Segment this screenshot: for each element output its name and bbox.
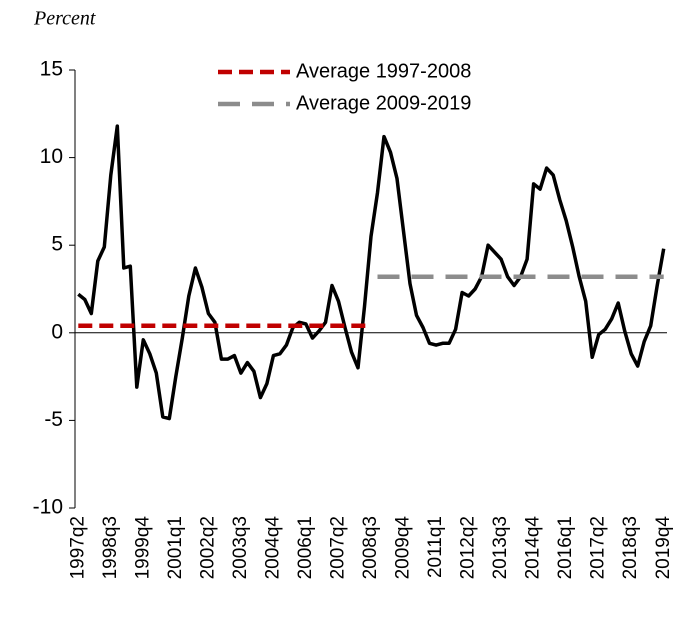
- y-tick-label: 15: [40, 58, 63, 81]
- x-tick-label: 2016q1: [555, 516, 576, 579]
- x-tick-label: 2019q4: [653, 516, 674, 580]
- y-tick-label: 10: [40, 145, 63, 168]
- x-tick-label: 2018q3: [620, 516, 641, 579]
- x-tick-label: 2013q3: [490, 516, 511, 579]
- data-line: [77, 124, 666, 421]
- legend-label: Average 1997-2008: [296, 60, 471, 82]
- x-tick-label: 1997q2: [67, 516, 88, 579]
- y-tick-label: -10: [33, 496, 63, 519]
- x-tick-label: 1998q3: [100, 516, 121, 579]
- y-axis-label: Percent: [33, 8, 96, 30]
- x-tick-label: 1999q4: [132, 516, 153, 580]
- x-tick-label: 2004q4: [262, 516, 283, 580]
- x-tick-label: 2006q1: [295, 516, 316, 579]
- x-tick-label: 2001q1: [165, 516, 186, 579]
- x-tick-label: 2014q4: [523, 516, 544, 580]
- x-tick-label: 2002q2: [197, 516, 218, 579]
- x-tick-label: 2017q2: [588, 516, 609, 579]
- x-tick-label: 2009q4: [393, 516, 414, 580]
- legend-label: Average 2009-2019: [296, 92, 471, 114]
- x-tick-label: 2007q2: [327, 516, 348, 579]
- x-tick-label: 2012q2: [458, 516, 479, 579]
- y-tick-label: -5: [44, 408, 63, 431]
- x-tick-label: 2011q1: [425, 516, 446, 578]
- x-tick-label: 2003q3: [230, 516, 251, 579]
- x-tick-label: 2008q3: [360, 516, 381, 579]
- y-tick-label: 5: [51, 233, 63, 256]
- y-tick-label: 0: [51, 320, 63, 343]
